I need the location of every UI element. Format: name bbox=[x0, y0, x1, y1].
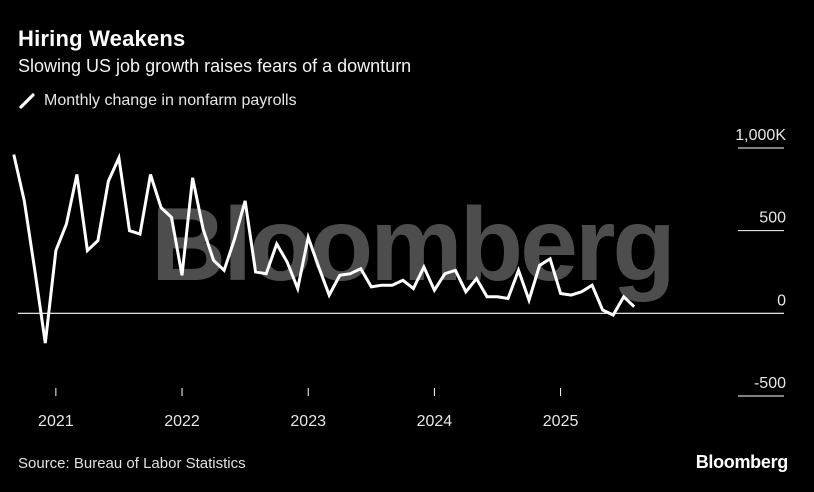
bloomberg-logo: Bloomberg bbox=[695, 452, 789, 472]
legend: Monthly change in nonfarm payrolls bbox=[18, 92, 297, 110]
y-tick-label: 1,000K bbox=[735, 127, 786, 144]
x-tick-label: 2024 bbox=[417, 413, 453, 430]
watermark-logo: Bloomberg bbox=[151, 187, 673, 303]
legend-label: Monthly change in nonfarm payrolls bbox=[44, 92, 297, 109]
x-axis: 2021 2022 2023 2024 2025 bbox=[38, 388, 578, 430]
x-tick-label: 2023 bbox=[290, 413, 326, 430]
legend-line-icon bbox=[19, 93, 35, 109]
chart-title: Hiring Weakens bbox=[18, 26, 186, 51]
x-tick-label: 2021 bbox=[38, 413, 74, 430]
y-tick-label: 500 bbox=[759, 210, 786, 227]
chart-subtitle: Slowing US job growth raises fears of a … bbox=[18, 56, 412, 76]
series-line-payrolls bbox=[12, 152, 636, 344]
series-group bbox=[12, 152, 636, 344]
x-tick-label: 2025 bbox=[543, 413, 579, 430]
y-axis: 1,000K 500 0 -500 bbox=[735, 127, 786, 397]
x-tick-label: 2022 bbox=[164, 413, 200, 430]
source-note: Source: Bureau of Labor Statistics bbox=[18, 455, 246, 472]
y-tick-label: -500 bbox=[754, 375, 786, 392]
y-tick-label: 0 bbox=[777, 292, 786, 309]
